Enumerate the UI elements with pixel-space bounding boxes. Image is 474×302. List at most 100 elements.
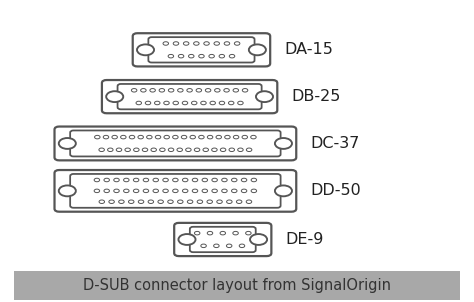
FancyBboxPatch shape [174,223,271,256]
Circle shape [164,101,169,105]
Circle shape [201,101,206,105]
Circle shape [133,178,139,182]
Circle shape [168,200,173,204]
Circle shape [163,178,168,182]
Circle shape [131,88,137,92]
Circle shape [138,135,144,139]
FancyBboxPatch shape [118,84,262,109]
FancyBboxPatch shape [14,271,460,300]
Circle shape [159,88,164,92]
FancyBboxPatch shape [55,127,296,160]
Circle shape [250,234,267,245]
Circle shape [136,101,142,105]
Circle shape [246,231,251,235]
Circle shape [168,88,174,92]
Circle shape [183,42,189,45]
Circle shape [178,88,183,92]
Circle shape [118,200,124,204]
Circle shape [219,101,225,105]
Circle shape [192,189,198,193]
Circle shape [99,148,104,152]
Circle shape [249,44,266,55]
Circle shape [182,178,188,182]
Circle shape [112,135,118,139]
Circle shape [181,135,187,139]
Circle shape [173,189,178,193]
Circle shape [203,148,209,152]
Circle shape [251,189,256,193]
Circle shape [153,178,158,182]
Text: DD-50: DD-50 [310,183,361,198]
Circle shape [114,189,119,193]
Circle shape [190,135,195,139]
Circle shape [207,231,213,235]
Circle shape [220,231,226,235]
Circle shape [201,244,206,248]
Circle shape [224,88,229,92]
Circle shape [234,42,240,45]
Circle shape [173,135,178,139]
Circle shape [187,88,192,92]
FancyBboxPatch shape [102,80,277,113]
Circle shape [142,148,148,152]
Circle shape [151,148,156,152]
Circle shape [193,42,199,45]
Circle shape [241,189,247,193]
Circle shape [194,231,200,235]
Circle shape [124,178,129,182]
Circle shape [158,200,164,204]
Circle shape [150,88,155,92]
Circle shape [251,178,256,182]
Circle shape [216,135,221,139]
Circle shape [106,91,123,102]
Circle shape [168,148,174,152]
FancyBboxPatch shape [55,170,296,212]
Circle shape [229,148,235,152]
Text: DE-9: DE-9 [285,232,324,247]
Circle shape [225,135,230,139]
Circle shape [143,178,149,182]
Circle shape [59,185,76,196]
Circle shape [178,200,183,204]
Circle shape [241,178,247,182]
Circle shape [217,200,222,204]
Circle shape [205,88,211,92]
Circle shape [212,189,218,193]
Circle shape [182,101,188,105]
Circle shape [209,54,214,58]
Circle shape [143,189,149,193]
Circle shape [207,135,213,139]
Circle shape [214,42,219,45]
Circle shape [227,244,232,248]
Circle shape [251,135,256,139]
Circle shape [155,101,160,105]
Circle shape [120,135,126,139]
Circle shape [133,189,139,193]
Circle shape [233,88,238,92]
Circle shape [222,189,227,193]
Circle shape [197,200,203,204]
Circle shape [163,42,169,45]
Circle shape [275,185,292,196]
Circle shape [153,189,158,193]
Circle shape [256,91,273,102]
Circle shape [146,135,152,139]
Circle shape [242,88,248,92]
FancyBboxPatch shape [190,227,255,252]
Circle shape [145,101,151,105]
Circle shape [160,148,165,152]
Circle shape [220,148,226,152]
Circle shape [233,231,238,235]
FancyBboxPatch shape [70,174,281,208]
Circle shape [199,135,204,139]
Circle shape [246,200,252,204]
Circle shape [155,135,161,139]
Circle shape [108,148,113,152]
Text: DB-25: DB-25 [292,89,341,104]
Circle shape [114,178,119,182]
Circle shape [124,189,129,193]
Circle shape [103,135,109,139]
Circle shape [237,148,243,152]
Circle shape [138,200,144,204]
Circle shape [237,200,242,204]
